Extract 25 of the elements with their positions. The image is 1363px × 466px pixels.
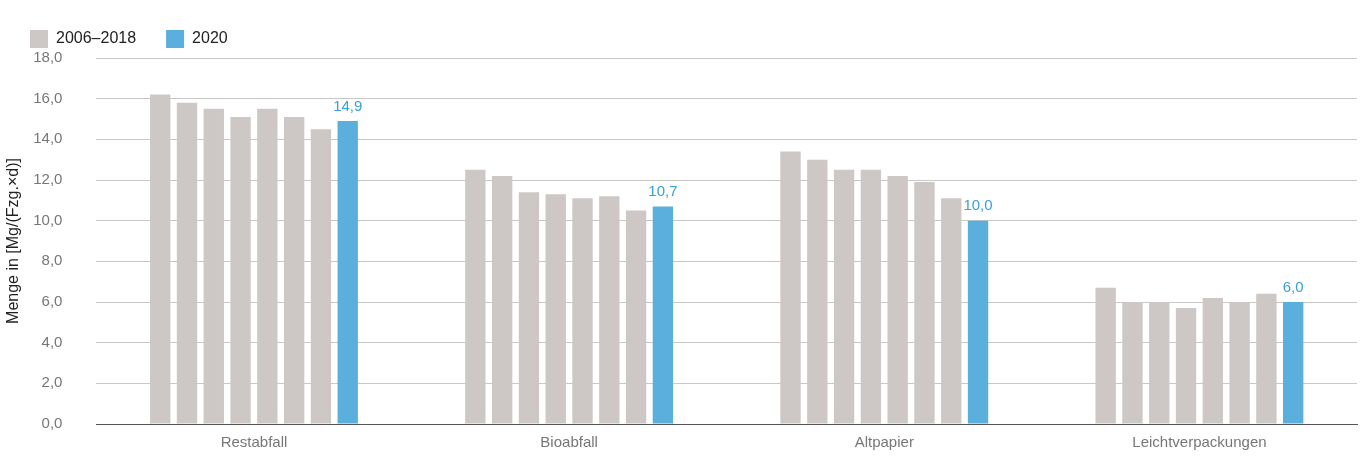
legend-label: 2006–2018: [56, 29, 137, 47]
data-label: 10,7: [648, 182, 678, 200]
bar: [652, 206, 674, 424]
bar: [337, 121, 358, 424]
y-tick-label: 10,0: [33, 210, 63, 228]
y-tick-label: 8,0: [41, 251, 63, 269]
bar: [1283, 302, 1304, 424]
y-tick-label: 4,0: [41, 332, 63, 350]
y-tick-label: 14,0: [33, 129, 63, 147]
y-tick-label: 16,0: [33, 88, 63, 106]
x-tick-label: Bioabfall: [540, 433, 598, 451]
x-tick-label: Leichtverpackungen: [1132, 433, 1267, 451]
y-tick-label: 0,0: [41, 414, 63, 432]
y-tick-label: 2,0: [41, 373, 63, 391]
y-axis-title: Menge in [Mg/(Fzg.×d)]: [4, 158, 22, 324]
x-tick-label: Restabfall: [220, 433, 288, 451]
y-tick-label: 12,0: [33, 170, 63, 188]
y-tick-label: 18,0: [33, 48, 63, 66]
data-label: 14,9: [333, 96, 363, 114]
bar: [967, 220, 989, 424]
y-tick-label: 6,0: [41, 292, 63, 310]
legend-label: 2020: [192, 29, 228, 47]
data-label: 6,0: [1282, 277, 1304, 295]
x-tick-label: Altpapier: [854, 433, 914, 451]
data-label: 10,0: [963, 196, 993, 214]
